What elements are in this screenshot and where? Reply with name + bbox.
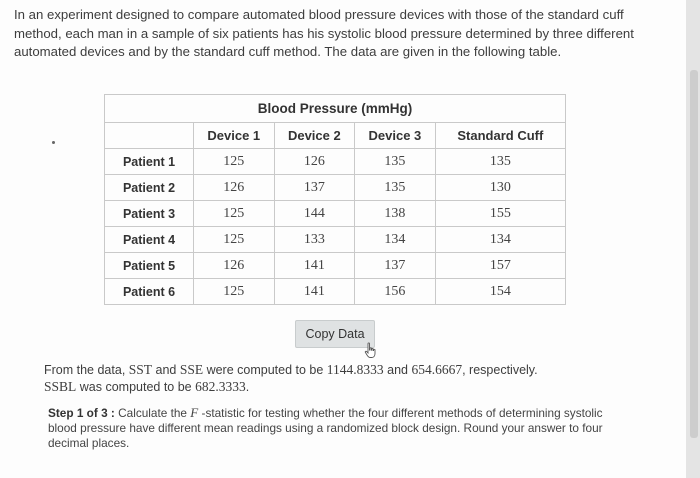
row-label: Patient 5 — [104, 252, 194, 279]
row-label: Patient 2 — [104, 174, 194, 201]
table-cell: 133 — [273, 226, 356, 253]
table-cell: 134 — [434, 226, 567, 253]
table-row: Patient 4 125 133 134 134 — [104, 226, 567, 253]
table-cell: 157 — [434, 252, 567, 279]
column-header: Device 3 — [354, 122, 436, 149]
table-cell: 141 — [273, 252, 356, 279]
column-header: Device 2 — [273, 122, 356, 149]
scroll-track — [686, 0, 700, 478]
bullet-dot — [52, 141, 55, 144]
result-text: From the data, — [44, 363, 129, 377]
table-cell: 130 — [434, 174, 567, 201]
row-label: Patient 3 — [104, 200, 194, 227]
column-header: Device 1 — [193, 122, 275, 149]
sst-symbol: SST — [128, 362, 153, 377]
header-empty-cell — [104, 122, 194, 149]
table-cell: 156 — [354, 278, 436, 305]
ssbl-value: 682.3333 — [195, 378, 246, 394]
table-cell: 137 — [273, 174, 356, 201]
table-cell: 135 — [434, 148, 567, 175]
table-row: Patient 6 125 141 156 154 — [104, 278, 567, 305]
table-row: Patient 5 126 141 137 157 — [104, 252, 567, 279]
table-row: Patient 2 126 137 135 130 — [104, 174, 567, 201]
scrollbar-thumb[interactable] — [690, 70, 698, 438]
f-symbol: F — [190, 405, 199, 420]
table-caption-row: Blood Pressure (mmHg) — [104, 94, 566, 123]
table-cell: 125 — [193, 148, 275, 175]
row-label: Patient 6 — [104, 278, 194, 305]
table-row: Patient 3 125 144 138 155 — [104, 200, 567, 227]
table-cell: 135 — [354, 174, 436, 201]
table-cell: 141 — [273, 278, 356, 305]
copy-data-button[interactable]: Copy Data — [295, 320, 375, 348]
blood-pressure-table: Blood Pressure (mmHg) Device 1 Device 2 … — [104, 94, 567, 305]
result-text: . — [245, 379, 250, 394]
table-caption: Blood Pressure (mmHg) — [104, 94, 566, 123]
row-label: Patient 1 — [104, 148, 194, 175]
table-cell: 155 — [434, 200, 567, 227]
sst-value: 1144.8333 — [326, 362, 384, 377]
table-cell: 138 — [354, 200, 436, 227]
hand-pointer-cursor-icon — [364, 342, 378, 364]
table-cell: 126 — [193, 252, 275, 279]
computed-results-text: From the data, SST and SSE were computed… — [44, 362, 634, 395]
sse-value: 654.6667 — [411, 362, 463, 377]
table-row: Patient 1 125 126 135 135 — [104, 148, 567, 175]
table-cell: 154 — [434, 278, 567, 305]
result-text: and — [383, 363, 412, 377]
result-text: was computed to be — [76, 379, 196, 394]
result-text: , respectively. — [462, 363, 538, 377]
intro-text: In an experiment designed to compare aut… — [14, 7, 634, 59]
row-label: Patient 4 — [104, 226, 194, 253]
sse-symbol: SSE — [179, 362, 204, 377]
table-cell: 126 — [193, 174, 275, 201]
table-cell: 137 — [354, 252, 436, 279]
table-header-row: Device 1 Device 2 Device 3 Standard Cuff — [104, 122, 567, 149]
result-text: were computed to be — [203, 363, 327, 377]
table-cell: 135 — [354, 148, 436, 175]
step-text: -statistic for testing whether the four … — [48, 406, 603, 450]
step-instruction: Step 1 of 3 : Calculate the F -statistic… — [48, 405, 628, 451]
column-header: Standard Cuff — [434, 122, 567, 149]
table-cell: 126 — [273, 148, 356, 175]
table-cell: 144 — [273, 200, 356, 227]
ssbl-symbol: SSBL — [44, 378, 77, 394]
table-cell: 125 — [193, 226, 275, 253]
step-text: Calculate the — [114, 406, 191, 420]
step-label: Step 1 of 3 : — [48, 406, 115, 420]
table-cell: 134 — [354, 226, 436, 253]
table-cell: 125 — [193, 200, 275, 227]
table-cell: 125 — [193, 278, 275, 305]
result-text: and — [152, 363, 180, 377]
